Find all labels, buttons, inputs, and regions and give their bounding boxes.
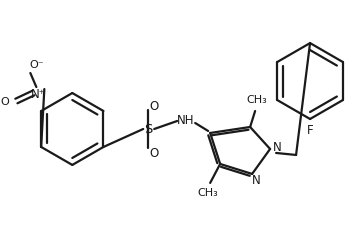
- Text: CH₃: CH₃: [247, 95, 268, 105]
- Text: O: O: [149, 147, 159, 160]
- Text: F: F: [307, 124, 313, 137]
- Text: S: S: [144, 123, 152, 136]
- Text: O: O: [0, 97, 9, 106]
- Text: N⁺: N⁺: [31, 87, 46, 100]
- Text: NH: NH: [177, 114, 194, 127]
- Text: N: N: [273, 141, 282, 154]
- Text: O: O: [149, 99, 159, 112]
- Text: O⁻: O⁻: [29, 60, 44, 70]
- Text: N: N: [252, 174, 261, 187]
- Text: CH₃: CH₃: [198, 187, 218, 197]
